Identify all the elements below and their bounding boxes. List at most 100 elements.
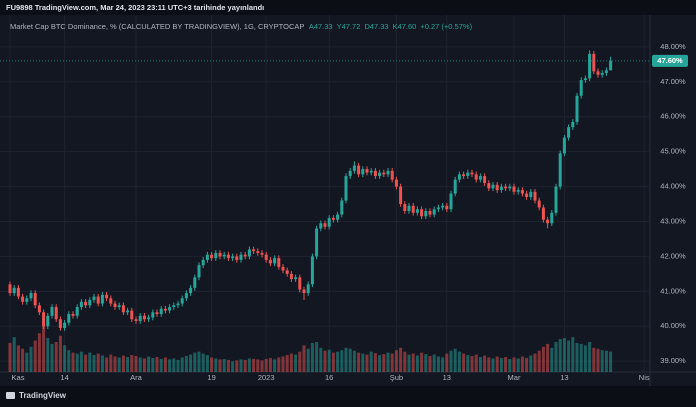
candle-body <box>214 252 218 259</box>
candle-body <box>445 205 449 210</box>
legend-low: D47.33 <box>364 22 388 31</box>
candle-body <box>12 287 16 294</box>
volume-bar <box>12 337 16 372</box>
volume-bar <box>226 359 230 372</box>
candle-body <box>184 293 188 299</box>
candle-body <box>344 176 348 201</box>
volume-bar <box>159 358 163 372</box>
volume-bar <box>25 352 29 372</box>
candle-body <box>176 303 180 306</box>
candle-body <box>340 200 344 215</box>
candle-body <box>575 95 579 122</box>
volume-bar <box>529 355 533 372</box>
volume-bar <box>239 359 243 372</box>
x-tick-label: 16 <box>325 373 333 382</box>
volume-bar <box>8 342 12 372</box>
x-tick-label: 13 <box>443 373 451 382</box>
candle-body <box>306 284 310 294</box>
y-tick-label: 43.00% <box>660 216 686 225</box>
candle-body <box>142 315 146 320</box>
volume-bar <box>495 356 499 372</box>
candle-body <box>79 301 83 308</box>
volume-bar <box>365 354 369 372</box>
volume-bar <box>247 358 251 372</box>
last-price-label: 47.60% <box>657 56 683 65</box>
volume-bar <box>130 355 134 372</box>
volume-bar <box>105 357 109 372</box>
candle-body <box>596 71 600 75</box>
volume-bar <box>218 359 222 372</box>
volume-bar <box>520 356 524 372</box>
volume-bar <box>315 341 319 372</box>
candle-body <box>529 191 533 198</box>
candle-body <box>441 205 445 208</box>
candle-body <box>42 312 46 327</box>
candle-body <box>533 191 537 201</box>
volume-bar <box>567 340 571 372</box>
candle-body <box>63 322 67 328</box>
candle-body <box>189 287 193 294</box>
candle-body <box>222 254 226 257</box>
candle-body <box>407 205 411 212</box>
volume-bar <box>37 333 41 372</box>
volume-bar <box>340 350 344 372</box>
y-tick-label: 41.00% <box>660 286 686 295</box>
candle-body <box>474 174 478 180</box>
volume-bar <box>109 354 113 372</box>
volume-bar <box>96 353 100 372</box>
candle-body <box>96 296 100 304</box>
candle-body <box>520 190 524 194</box>
volume-bar <box>441 357 445 372</box>
volume-pane <box>8 326 613 372</box>
volume-bar <box>411 353 415 372</box>
volume-bar <box>390 353 394 372</box>
volume-bar <box>264 358 268 372</box>
candle-body <box>193 277 197 288</box>
volume-bar <box>231 361 235 372</box>
volume-bar <box>407 354 411 372</box>
volume-bar <box>268 357 272 372</box>
volume-bar <box>16 345 20 372</box>
volume-bar <box>256 359 260 372</box>
candle-body <box>268 259 272 264</box>
volume-bar <box>113 356 117 372</box>
volume-bar <box>33 340 37 372</box>
volume-bar <box>134 356 138 372</box>
candle-body <box>512 186 516 192</box>
volume-bar <box>394 350 398 372</box>
volume-bar <box>483 355 487 372</box>
volume-bar <box>537 350 541 372</box>
candle-body <box>352 165 356 171</box>
volume-bar <box>121 355 125 372</box>
candle-body <box>403 204 407 212</box>
candle-body <box>495 184 499 191</box>
volume-bar <box>403 351 407 372</box>
volume-bar <box>75 353 79 372</box>
volume-bar <box>252 358 256 372</box>
candle-body <box>58 319 62 328</box>
volume-bar <box>592 347 596 372</box>
volume-bar <box>331 352 335 372</box>
volume-bar <box>382 354 386 372</box>
candle-body <box>336 214 340 220</box>
candle-body <box>256 251 260 253</box>
volume-bar <box>84 354 88 372</box>
x-tick-label: 13 <box>560 373 568 382</box>
y-tick-label: 47.00% <box>660 77 686 86</box>
volume-bar <box>189 354 193 372</box>
volume-bar <box>306 348 310 372</box>
candle-body <box>273 258 277 264</box>
candle-body <box>105 294 109 299</box>
candle-body <box>428 211 432 215</box>
volume-bar <box>424 354 428 372</box>
volume-bar <box>386 352 390 372</box>
candle-body <box>289 273 293 280</box>
volume-bar <box>571 337 575 372</box>
volume-bar <box>58 335 62 372</box>
volume-bar <box>277 357 281 372</box>
candle-body <box>84 301 88 306</box>
x-tick-label: Nis <box>639 373 650 382</box>
volume-bar <box>466 355 470 372</box>
volume-bar <box>525 357 529 372</box>
volume-bar <box>504 356 508 372</box>
